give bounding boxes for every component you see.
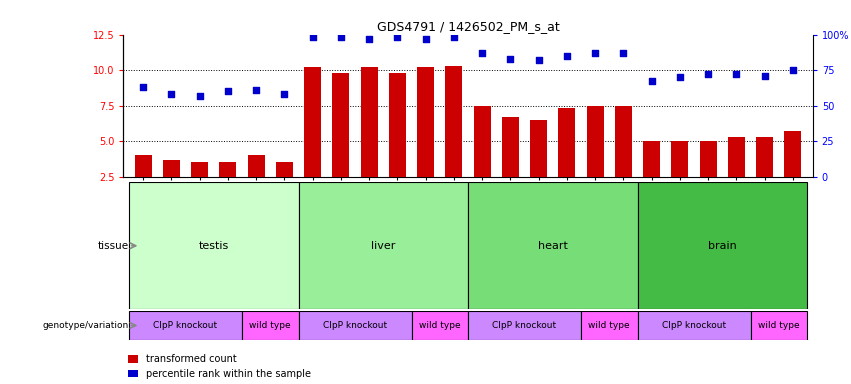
Point: [334, 34, 348, 40]
Bar: [191, 162, 208, 177]
Point: [277, 91, 291, 97]
Bar: [757, 137, 774, 177]
Bar: [248, 156, 265, 177]
Bar: [581, 311, 637, 340]
Text: liver: liver: [371, 241, 396, 251]
Bar: [361, 67, 378, 177]
Bar: [299, 311, 412, 340]
Bar: [637, 311, 751, 340]
Point: [758, 73, 772, 79]
Point: [504, 56, 517, 62]
Point: [136, 84, 150, 90]
Point: [306, 34, 319, 40]
Bar: [671, 141, 688, 177]
Text: wild type: wild type: [589, 321, 630, 330]
Text: tissue: tissue: [98, 241, 129, 251]
Point: [560, 53, 574, 59]
Text: ClpP knockout: ClpP knockout: [662, 321, 726, 330]
Point: [617, 50, 631, 56]
Bar: [558, 108, 575, 177]
Point: [701, 71, 715, 78]
Bar: [637, 182, 807, 309]
Bar: [700, 141, 717, 177]
Text: testis: testis: [198, 241, 229, 251]
Bar: [304, 67, 321, 177]
Legend: transformed count, percentile rank within the sample: transformed count, percentile rank withi…: [129, 354, 311, 379]
Bar: [129, 182, 299, 309]
Bar: [134, 156, 151, 177]
Text: brain: brain: [708, 241, 737, 251]
Bar: [417, 67, 434, 177]
Text: genotype/variation: genotype/variation: [43, 321, 129, 330]
Point: [588, 50, 602, 56]
Bar: [242, 311, 299, 340]
Point: [363, 36, 376, 42]
Point: [193, 93, 207, 99]
Point: [645, 78, 659, 84]
Bar: [728, 137, 745, 177]
Text: ClpP knockout: ClpP knockout: [493, 321, 557, 330]
Bar: [129, 311, 242, 340]
Bar: [220, 162, 237, 177]
Text: wild type: wild type: [249, 321, 291, 330]
Point: [532, 57, 545, 63]
Bar: [389, 73, 406, 177]
Point: [221, 88, 235, 94]
Bar: [468, 311, 581, 340]
Bar: [530, 120, 547, 177]
Point: [249, 87, 263, 93]
Point: [391, 34, 404, 40]
Bar: [468, 182, 637, 309]
Text: ClpP knockout: ClpP knockout: [323, 321, 387, 330]
Text: wild type: wild type: [419, 321, 460, 330]
Bar: [163, 160, 180, 177]
Bar: [445, 66, 462, 177]
Bar: [276, 162, 293, 177]
Title: GDS4791 / 1426502_PM_s_at: GDS4791 / 1426502_PM_s_at: [377, 20, 559, 33]
Bar: [751, 311, 807, 340]
Bar: [615, 106, 632, 177]
Point: [447, 34, 460, 40]
Text: heart: heart: [538, 241, 568, 251]
Bar: [785, 131, 802, 177]
Point: [786, 67, 800, 73]
Bar: [474, 106, 491, 177]
Point: [419, 36, 432, 42]
Point: [729, 71, 743, 78]
Bar: [412, 311, 468, 340]
Point: [673, 74, 687, 80]
Bar: [299, 182, 468, 309]
Text: wild type: wild type: [758, 321, 800, 330]
Point: [476, 50, 489, 56]
Bar: [643, 141, 660, 177]
Bar: [333, 73, 350, 177]
Point: [164, 91, 178, 97]
Bar: [586, 106, 603, 177]
Bar: [502, 117, 519, 177]
Text: ClpP knockout: ClpP knockout: [153, 321, 218, 330]
